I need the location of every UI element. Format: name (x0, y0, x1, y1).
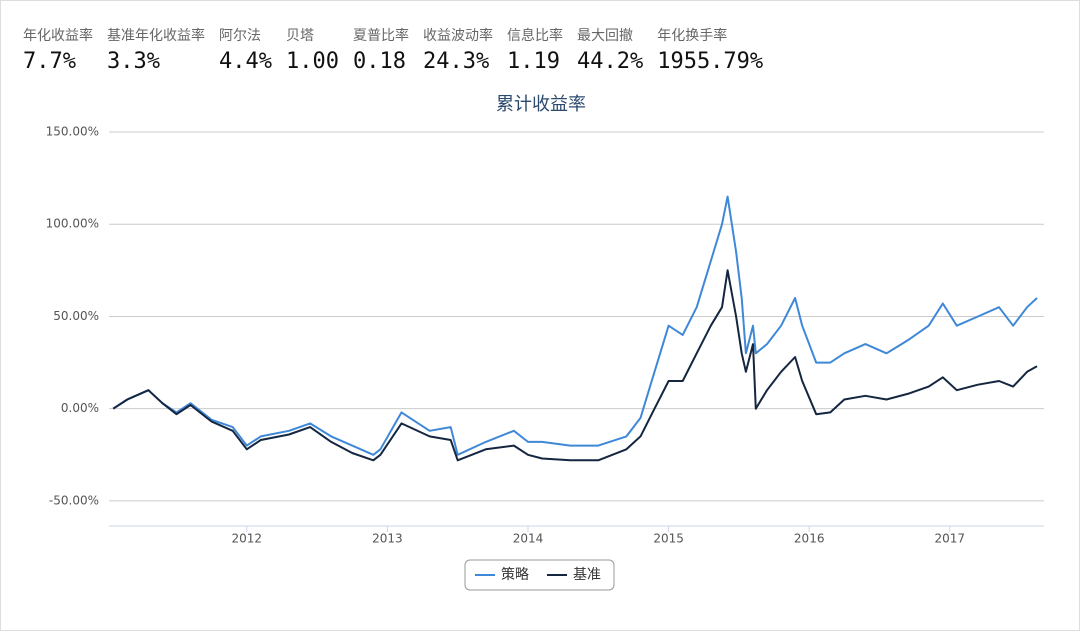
y-tick-label: 0.00% (61, 401, 99, 415)
y-tick-label: 100.00% (46, 217, 99, 231)
metric-value: 0.18 (352, 49, 406, 74)
series-line (112, 195, 1038, 456)
y-tick-label: -50.00% (49, 493, 99, 507)
x-tick-label: 2016 (794, 532, 825, 546)
metric-value: 3.3% (107, 49, 160, 74)
x-tick-label: 2014 (513, 532, 544, 546)
metric-label: 最大回撤 (576, 28, 633, 44)
metric-label: 贝塔 (285, 28, 314, 44)
metric-label: 年化换手率 (657, 28, 728, 44)
metric: 贝塔 1.00 (286, 25, 339, 74)
metric-label: 收益波动率 (422, 28, 493, 44)
y-tick-label: 150.00% (46, 125, 99, 139)
metric: 信息比率 1.19 (507, 25, 563, 74)
metric-label: 年化收益率 (23, 28, 93, 44)
metric: 夏普比率 0.18 (353, 25, 409, 74)
metric-value: 7.7% (23, 49, 76, 74)
metric: 年化收益率 7.7% (23, 25, 93, 74)
metric-value: 44.2% (576, 49, 644, 74)
metrics-bar: 年化收益率 7.7% 基准年化收益率 3.3% 阿尔法 4.4% 贝塔 1.00 夏普比率 0.1… (23, 25, 777, 74)
metric: 阿尔法 4.4% (219, 25, 272, 74)
metric-label: 基准年化收益率 (107, 28, 205, 44)
metric: 最大回撤 44.2% (577, 25, 643, 74)
chart-title: 累计收益率 (496, 94, 586, 115)
metric-value: 4.4% (219, 49, 272, 74)
metric-label: 阿尔法 (219, 28, 261, 44)
legend-box (464, 559, 615, 591)
series-line (112, 269, 1038, 462)
metric-value: 1.00 (285, 49, 339, 74)
metric-label: 信息比率 (506, 28, 563, 44)
y-tick-label: 50.00% (53, 309, 99, 323)
metric-value: 1.19 (506, 49, 560, 74)
metric: 收益波动率 24.3% (423, 25, 493, 74)
legend-label: 策略 (501, 566, 529, 583)
x-tick-label: 2017 (935, 532, 966, 546)
legend-label: 基准 (573, 566, 601, 583)
metric: 基准年化收益率 3.3% (107, 25, 205, 74)
x-tick-label: 2012 (232, 532, 263, 546)
x-tick-label: 2013 (372, 532, 403, 546)
metric: 年化换手率 1955.79% (657, 25, 763, 74)
metric-label: 夏普比率 (352, 28, 409, 44)
metric-value: 1955.79% (657, 49, 764, 74)
x-tick-label: 2015 (653, 532, 684, 546)
metric-value: 24.3% (422, 49, 490, 74)
